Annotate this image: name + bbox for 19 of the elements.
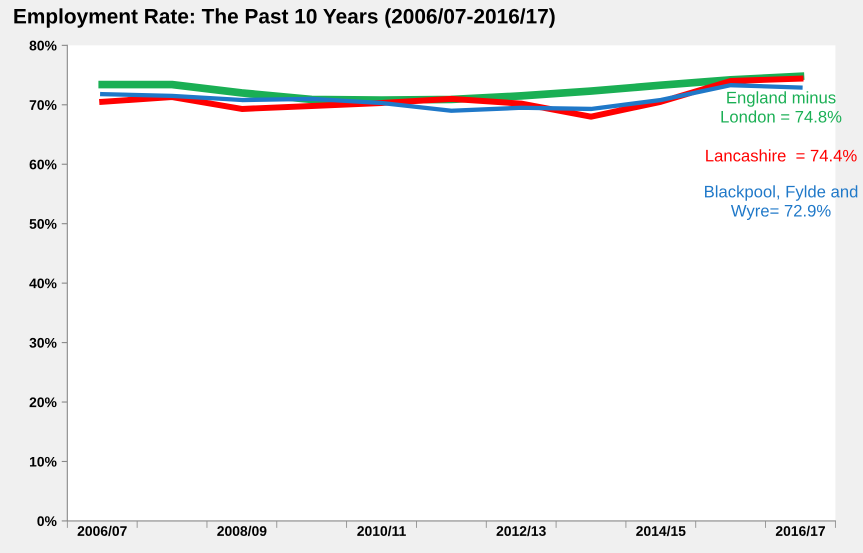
y-tick-label: 10%	[30, 456, 57, 467]
chart-title: Employment Rate: The Past 10 Years (2006/07-2016/17)	[14, 8, 555, 28]
y-tick-label: 50%	[30, 219, 57, 229]
x-tick-label: 2006/07	[78, 526, 127, 536]
x-tick-label: 2012/13	[496, 526, 546, 536]
annotation: England minus London = 74.8%	[721, 91, 842, 123]
y-tick-label: 0%	[37, 516, 57, 526]
x-tick-label: 2008/09	[217, 526, 266, 536]
x-tick-label: 2010/11	[357, 526, 406, 536]
y-tick-label: 30%	[29, 338, 57, 348]
x-tick-label: 2016/17	[776, 526, 825, 536]
annotation: Blackpool, Fylde and Wyre= 72.9%	[705, 185, 858, 220]
y-tick-label: 70%	[30, 100, 57, 110]
annotation: Lancashire = 74.4%	[706, 149, 857, 162]
y-tick-label: 40%	[29, 278, 57, 288]
x-tick-label: 2014/15	[636, 526, 686, 536]
y-tick-label: 20%	[30, 397, 57, 408]
y-tick-label: 60%	[30, 160, 57, 170]
y-tick-label: 80%	[30, 40, 57, 51]
